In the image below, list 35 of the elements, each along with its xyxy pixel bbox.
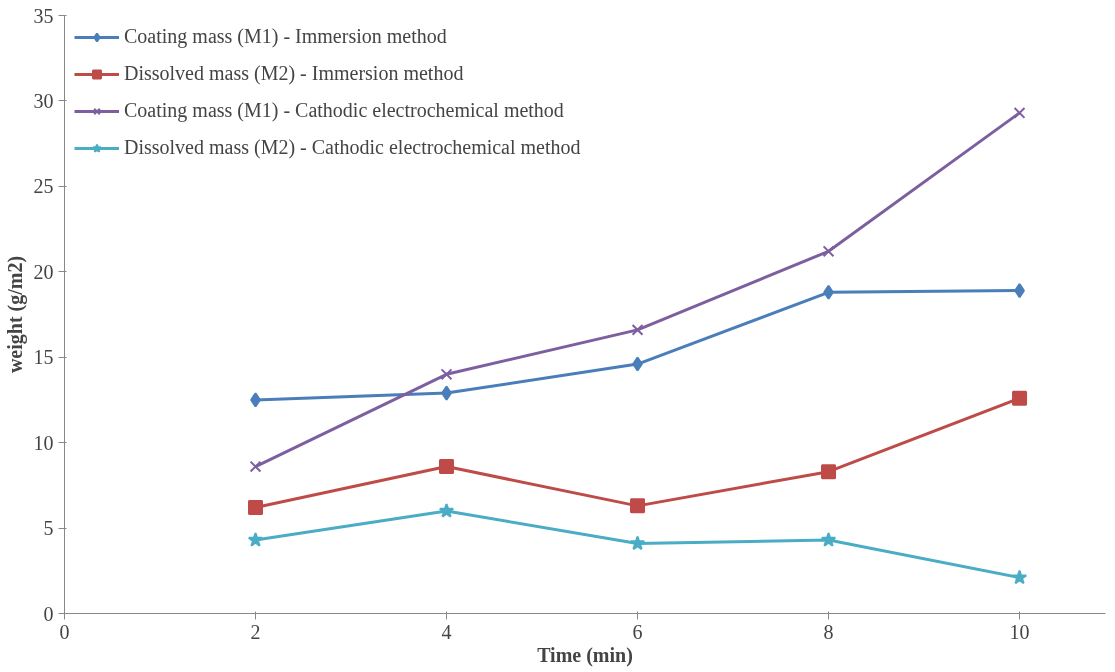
point bbox=[820, 532, 837, 547]
point bbox=[1011, 569, 1028, 585]
x-tick-label: 2 bbox=[250, 620, 261, 643]
legend-label: Dissolved mass (M2) - Immersion method bbox=[124, 62, 464, 85]
point bbox=[1012, 390, 1028, 406]
legend-label: Coating mass (M1) - Immersion method bbox=[124, 25, 447, 48]
point bbox=[248, 500, 264, 516]
point bbox=[439, 459, 455, 475]
point bbox=[438, 502, 455, 518]
legend-label: Dissolved mass (M2) - Cathodic electrochemical method bbox=[124, 136, 581, 159]
x-axis-title: Time (min) bbox=[537, 643, 633, 667]
point bbox=[821, 464, 837, 480]
y-axis-title: weight (g/m2) bbox=[3, 255, 27, 374]
x-tick-label: 10 bbox=[1009, 620, 1030, 643]
y-tick-label: 20 bbox=[33, 260, 54, 283]
y-tick-label: 25 bbox=[33, 175, 54, 198]
y-tick-label: 5 bbox=[43, 517, 54, 540]
x-tick-label: 6 bbox=[632, 620, 643, 643]
point bbox=[249, 460, 262, 473]
point bbox=[631, 323, 644, 336]
x-tick-label: 4 bbox=[441, 620, 452, 643]
point bbox=[247, 532, 264, 547]
y-tick-label: 35 bbox=[33, 4, 54, 27]
point bbox=[630, 498, 646, 514]
point bbox=[1013, 106, 1026, 119]
y-tick-label: 15 bbox=[33, 346, 54, 369]
point bbox=[629, 535, 646, 551]
point bbox=[822, 245, 835, 258]
y-tick-label: 30 bbox=[33, 89, 54, 112]
x-tick-label: 8 bbox=[823, 620, 834, 643]
point bbox=[440, 368, 453, 381]
legend-label: Coating mass (M1) - Cathodic electrochemical method bbox=[124, 99, 564, 122]
y-tick-label: 10 bbox=[33, 431, 54, 454]
x-tick-label: 0 bbox=[59, 620, 70, 643]
y-tick-label: 0 bbox=[43, 602, 54, 625]
